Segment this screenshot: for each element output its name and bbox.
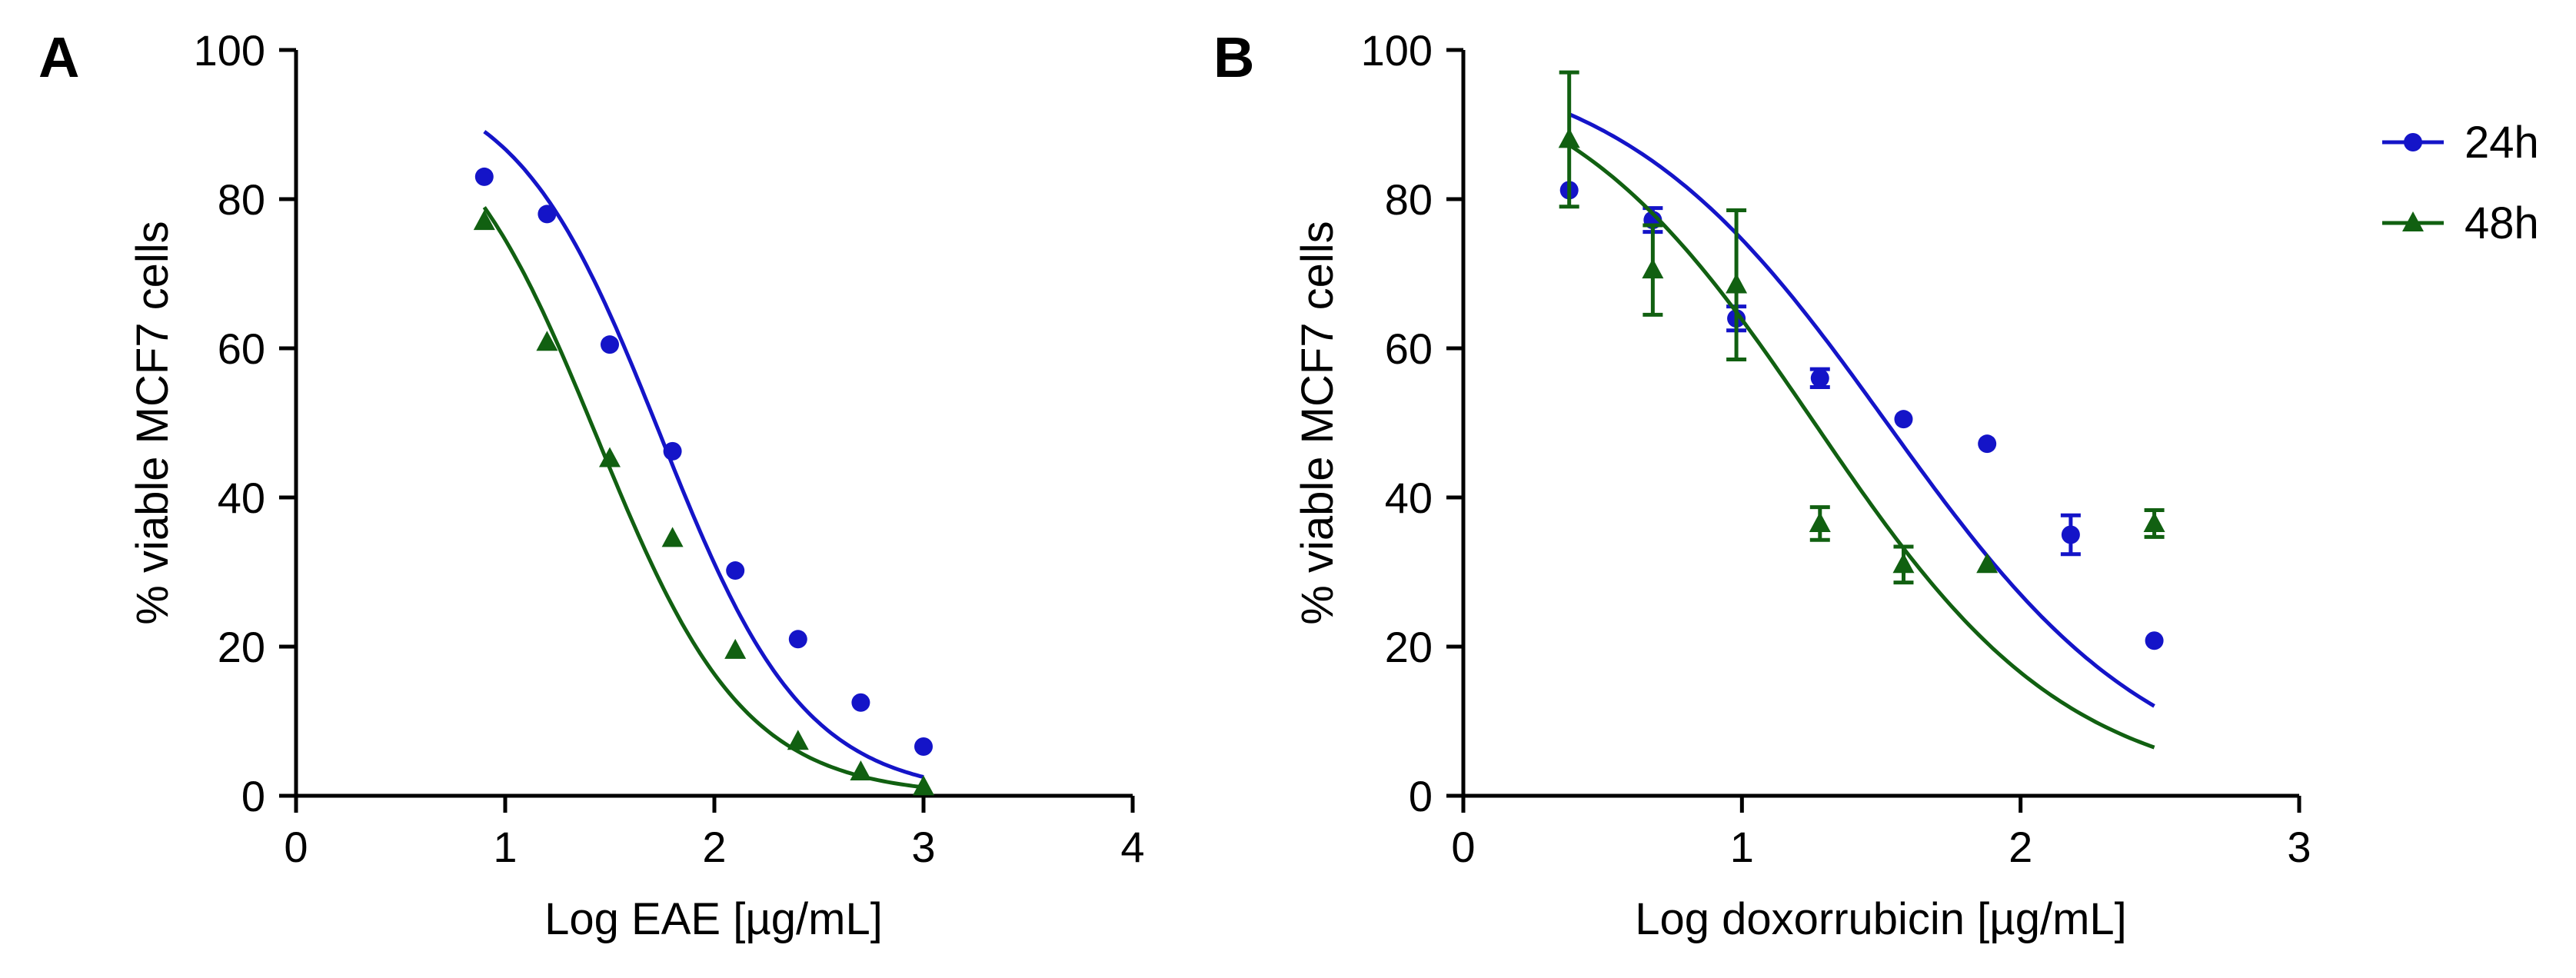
panel-a-letter: A bbox=[38, 25, 79, 89]
panel-a-x-tick-label: 1 bbox=[493, 823, 517, 871]
panel-a-data-point-24h bbox=[851, 693, 870, 712]
panel-a-data-point-24h bbox=[788, 630, 807, 649]
panel-b-data-point-48h bbox=[1642, 258, 1664, 279]
panel-b-x-tick-label: 3 bbox=[2287, 823, 2311, 871]
panel-b-data-point-24h bbox=[1810, 368, 1829, 388]
panel-a-fit-curve-48h bbox=[482, 206, 924, 790]
panel-b-fit-curve-48h bbox=[1568, 143, 2155, 750]
panel-b-y-tick-label: 80 bbox=[1385, 175, 1433, 224]
panel-b-y-tick-label: 40 bbox=[1385, 474, 1433, 522]
panel-a-y-tick-label: 20 bbox=[218, 623, 265, 671]
panel-a-data-point-48h bbox=[724, 638, 747, 659]
legend-marker-48h bbox=[2402, 211, 2424, 231]
panel-b-y-tick-label: 20 bbox=[1385, 623, 1433, 671]
panel-b-y-axis-title: % viable MCF7 cells bbox=[1293, 221, 1343, 624]
panel-b-data-point-48h bbox=[1558, 128, 1580, 148]
panel-b-x-tick-label: 1 bbox=[1730, 823, 1754, 871]
panel-b-x-tick-label: 0 bbox=[1451, 823, 1475, 871]
panel-b-data-point-24h bbox=[1894, 410, 1913, 429]
panel-a-y-tick-label: 40 bbox=[218, 474, 265, 522]
legend-label-48h: 48h bbox=[2465, 198, 2539, 248]
legend-item-48h: 48h bbox=[2382, 198, 2539, 248]
legend-item-24h: 24h bbox=[2382, 118, 2539, 168]
panel-a-data-point-48h bbox=[661, 527, 684, 547]
panel-b-data-point-48h bbox=[1809, 511, 1831, 532]
panel-b-y-tick-label: 60 bbox=[1385, 324, 1433, 373]
panel-a-data-point-24h bbox=[474, 167, 494, 186]
panel-a-y-tick-label: 80 bbox=[218, 175, 265, 224]
panel-a-y-tick-label: 0 bbox=[241, 772, 265, 820]
panel-a-data-point-48h bbox=[913, 775, 934, 796]
panel-a-data-point-48h bbox=[850, 760, 872, 780]
panel-a-data-point-48h bbox=[473, 210, 495, 231]
panel-a-data-point-48h bbox=[787, 730, 809, 750]
panel-b-y-tick-label: 100 bbox=[1361, 26, 1433, 75]
panel-a-y-tick-label: 60 bbox=[218, 324, 265, 373]
panel-b-data-point-24h bbox=[1978, 434, 1997, 454]
panel-b-data-point-24h bbox=[2061, 525, 2080, 544]
legend-label-24h: 24h bbox=[2465, 118, 2539, 168]
panel-a-y-axis-title: % viable MCF7 cells bbox=[128, 221, 178, 624]
panel-a-data-point-24h bbox=[601, 335, 619, 354]
legend: 24h 48h bbox=[2382, 118, 2539, 248]
panel-b-data-point-48h bbox=[1726, 273, 1748, 294]
panel-a-data-point-48h bbox=[599, 447, 621, 467]
panel-b-y-tick-label: 0 bbox=[1409, 772, 1433, 820]
panel-a-y-tick-label: 100 bbox=[194, 26, 265, 75]
panel-a-x-tick-label: 3 bbox=[911, 823, 935, 871]
panel-a-data-point-24h bbox=[726, 561, 745, 580]
panel-a-data-point-24h bbox=[663, 441, 682, 461]
panel-b-data-point-24h bbox=[2145, 631, 2164, 650]
panel-b-letter: B bbox=[1213, 25, 1254, 89]
panel-b-x-tick-label: 2 bbox=[2009, 823, 2032, 871]
panel-a-x-axis-title: Log EAE [µg/mL] bbox=[544, 894, 883, 944]
panel-a-data-point-24h bbox=[914, 737, 933, 756]
panel-b-data-point-48h bbox=[2143, 511, 2165, 532]
panel-a-fit-curve-24h bbox=[483, 130, 924, 780]
panel-b-data-point-48h bbox=[1976, 553, 1999, 574]
legend-marker-24h bbox=[2404, 133, 2422, 151]
panel-a-x-tick-label: 2 bbox=[702, 823, 726, 871]
panel-b: B 0 1 2 3 0 20 40 60 80 100 Log doxorrubicin [µg/… bbox=[1213, 25, 2311, 944]
panel-b-x-axis-title: Log doxorrubicin [µg/mL] bbox=[1635, 894, 2127, 944]
panel-b-data-point-48h bbox=[1892, 553, 1915, 574]
panel-b-fit-curve-24h bbox=[1568, 112, 2155, 708]
plot-b: 0 1 2 3 0 20 40 60 80 100 bbox=[1361, 26, 2311, 871]
panel-a-x-tick-label: 4 bbox=[1120, 823, 1144, 871]
panel-a-data-point-48h bbox=[536, 331, 558, 351]
panel-a-data-point-24h bbox=[537, 205, 557, 224]
panel-a-x-tick-label: 0 bbox=[284, 823, 308, 871]
